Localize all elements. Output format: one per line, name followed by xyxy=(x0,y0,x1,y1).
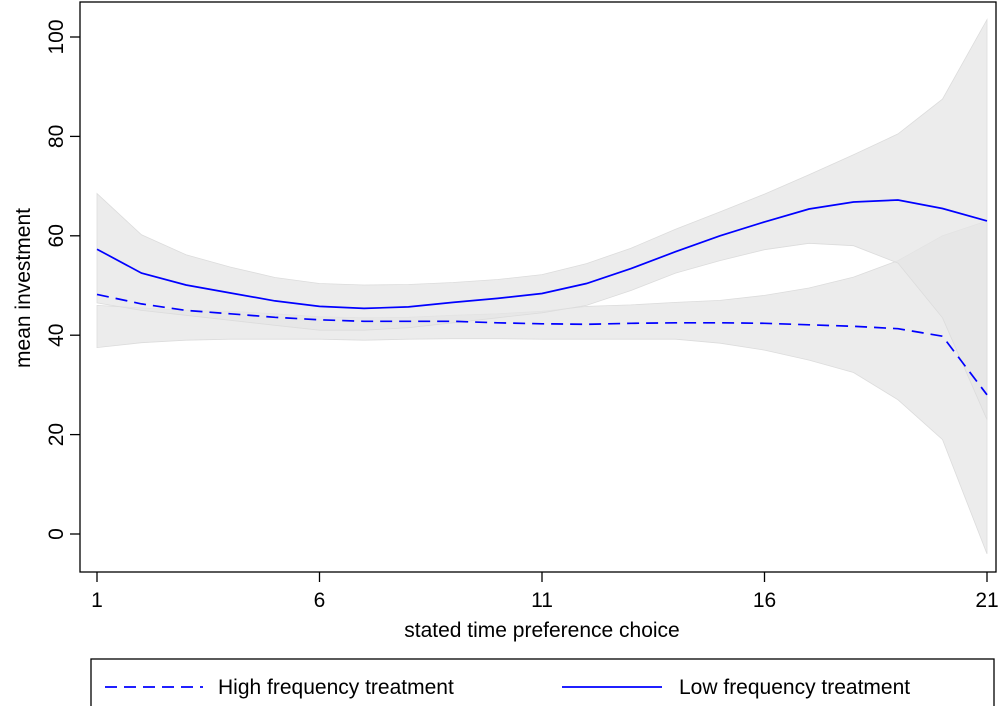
y-tick-label: 100 xyxy=(45,19,68,54)
x-tick-label: 16 xyxy=(753,589,776,612)
legend-label-low-frequency: Low frequency treatment xyxy=(679,676,910,699)
x-tick-label: 21 xyxy=(975,589,998,612)
y-tick-label: 60 xyxy=(45,224,68,247)
y-axis-title: mean investment xyxy=(12,208,35,368)
legend: High frequency treatment Low frequency t… xyxy=(90,658,995,706)
legend-box xyxy=(90,658,995,706)
y-tick-label: 40 xyxy=(45,324,68,347)
series-line-low-frequency xyxy=(96,199,988,310)
x-tick-label: 1 xyxy=(91,589,103,612)
series-line-high-frequency xyxy=(96,293,988,396)
y-tick-label: 20 xyxy=(45,423,68,446)
y-tick-label: 80 xyxy=(45,125,68,148)
x-axis-title: stated time preference choice xyxy=(404,619,679,642)
confidence-band-low-frequency xyxy=(96,18,988,420)
x-tick-label: 11 xyxy=(531,589,553,612)
series-lines xyxy=(96,199,988,396)
legend-label-high-frequency: High frequency treatment xyxy=(218,676,454,699)
plot-frame xyxy=(79,1,997,573)
y-tick-label: 0 xyxy=(45,528,68,540)
confidence-bands xyxy=(96,18,988,555)
x-tick-label: 6 xyxy=(314,589,326,612)
